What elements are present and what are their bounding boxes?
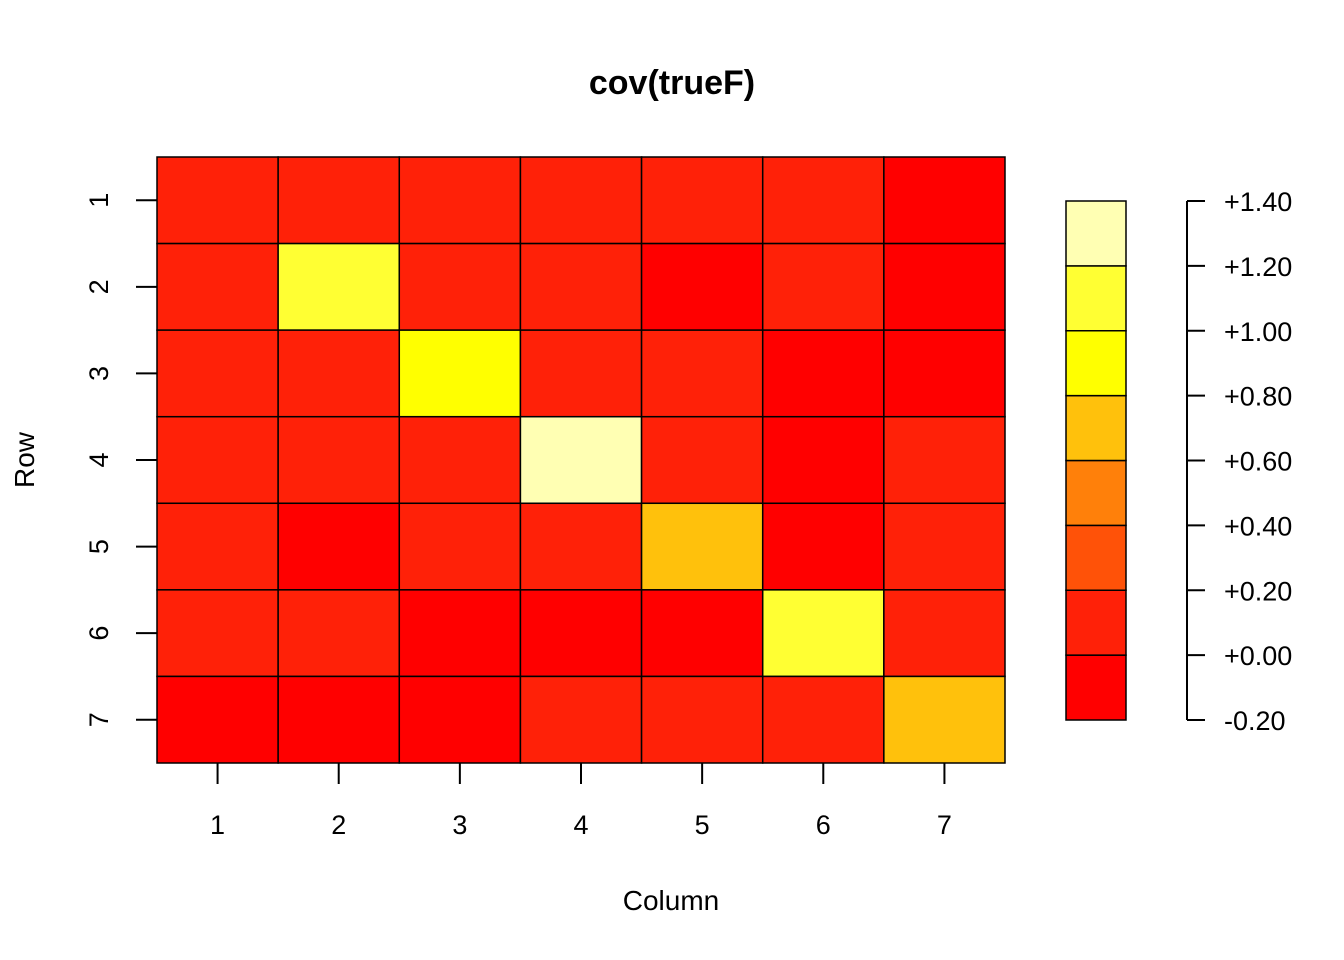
heatmap-cell bbox=[883, 675, 1006, 764]
y-axis-label: Row bbox=[9, 431, 40, 488]
heatmap-cell bbox=[519, 156, 643, 245]
color-legend-tick-label: +0.60 bbox=[1224, 447, 1292, 477]
color-legend-tick-label: +1.00 bbox=[1224, 317, 1292, 347]
heatmap-cell bbox=[883, 415, 1006, 505]
color-legend-tick-label: +1.40 bbox=[1224, 187, 1292, 217]
x-tick-label: 1 bbox=[210, 810, 225, 840]
y-tick-label: 6 bbox=[84, 626, 114, 641]
heatmap-cell bbox=[761, 675, 885, 764]
heatmap-cell bbox=[640, 589, 764, 678]
heatmap-cell bbox=[277, 156, 401, 245]
heatmap-cell bbox=[156, 329, 279, 418]
heatmap-cell bbox=[640, 156, 764, 245]
heatmap-cell bbox=[277, 589, 401, 678]
x-axis-label: Column bbox=[623, 885, 719, 916]
x-tick-label: 2 bbox=[331, 810, 346, 840]
heatmap-cell bbox=[277, 329, 401, 418]
heatmap-cell bbox=[883, 242, 1006, 331]
heatmap-cell bbox=[519, 502, 643, 591]
x-axis: 1 2 3 4 5 6 7 bbox=[210, 763, 952, 840]
heatmap-cell bbox=[156, 589, 279, 678]
heatmap-cell bbox=[156, 502, 279, 591]
heatmap-cell bbox=[640, 242, 764, 331]
heatmap-cell bbox=[398, 156, 522, 245]
heatmap-cell bbox=[519, 589, 643, 678]
heatmap-cell bbox=[519, 242, 643, 331]
heatmap-cell bbox=[761, 242, 885, 331]
color-legend-tick-label: +0.40 bbox=[1224, 511, 1292, 541]
heatmap-cell bbox=[398, 329, 522, 418]
heatmap-cell bbox=[277, 675, 401, 764]
x-tick-label: 6 bbox=[816, 810, 831, 840]
heatmap-cell bbox=[883, 589, 1006, 678]
color-legend-tick-label: +0.00 bbox=[1224, 641, 1292, 671]
heatmap-cell bbox=[640, 329, 764, 418]
heatmap-cell bbox=[398, 242, 522, 331]
heatmap-cell bbox=[156, 156, 279, 245]
heatmap-cell bbox=[640, 502, 764, 591]
heatmap-cell bbox=[277, 242, 401, 331]
heatmap-cell bbox=[519, 415, 643, 505]
heatmap-cell bbox=[519, 675, 643, 764]
x-tick-label: 5 bbox=[695, 810, 710, 840]
x-tick-label: 7 bbox=[937, 810, 952, 840]
heatmap-cell bbox=[398, 415, 522, 505]
heatmap-cells bbox=[156, 156, 1006, 764]
heatmap-cell bbox=[761, 415, 885, 505]
color-legend-tick-label: -0.20 bbox=[1224, 706, 1286, 736]
heatmap-cell bbox=[883, 329, 1006, 418]
color-legend-swatch bbox=[1065, 394, 1127, 462]
color-legend-swatch bbox=[1065, 524, 1127, 591]
y-tick-label: 7 bbox=[84, 712, 114, 727]
y-tick-label: 1 bbox=[84, 193, 114, 208]
heatmap-cell bbox=[398, 502, 522, 591]
x-tick-label: 4 bbox=[573, 810, 588, 840]
heatmap-cell bbox=[640, 415, 764, 505]
heatmap-cell bbox=[156, 415, 279, 505]
heatmap-cell bbox=[398, 675, 522, 764]
y-tick-label: 3 bbox=[84, 366, 114, 381]
y-tick-label: 4 bbox=[84, 452, 114, 467]
y-axis: 1 2 3 4 5 6 7 bbox=[84, 193, 157, 727]
color-legend-swatch bbox=[1065, 265, 1127, 332]
heatmap-cell bbox=[761, 329, 885, 418]
heatmap-cell bbox=[883, 502, 1006, 591]
color-legend-tick-label: +0.20 bbox=[1224, 576, 1292, 606]
heatmap-cell bbox=[277, 502, 401, 591]
heatmap-cell bbox=[398, 589, 522, 678]
color-legend-tick-label: +0.80 bbox=[1224, 382, 1292, 412]
heatmap-cell bbox=[519, 329, 643, 418]
x-tick-label: 3 bbox=[452, 810, 467, 840]
heatmap-cell bbox=[156, 675, 279, 764]
color-legend-swatch bbox=[1065, 459, 1127, 527]
color-legend-tick-label: +1.20 bbox=[1224, 252, 1292, 282]
y-tick-label: 2 bbox=[84, 279, 114, 294]
heatmap-cell bbox=[761, 502, 885, 591]
chart-title: cov(trueF) bbox=[589, 64, 755, 102]
heatmap-cell bbox=[761, 156, 885, 245]
heatmap-cell bbox=[640, 675, 764, 764]
color-legend: -0.20 +0.00 +0.20 +0.40 +0.60 +0.80 +1.00 +1.20… bbox=[1065, 187, 1292, 736]
color-legend-swatch bbox=[1065, 200, 1127, 267]
heatmap-cell bbox=[277, 415, 401, 505]
color-legend-swatch bbox=[1065, 654, 1127, 721]
heatmap-cell bbox=[156, 242, 279, 331]
color-legend-swatch bbox=[1065, 330, 1127, 397]
y-tick-label: 5 bbox=[84, 539, 114, 554]
color-legend-swatch bbox=[1065, 589, 1127, 656]
heatmap-cell bbox=[883, 156, 1006, 245]
heatmap-cell bbox=[761, 589, 885, 678]
